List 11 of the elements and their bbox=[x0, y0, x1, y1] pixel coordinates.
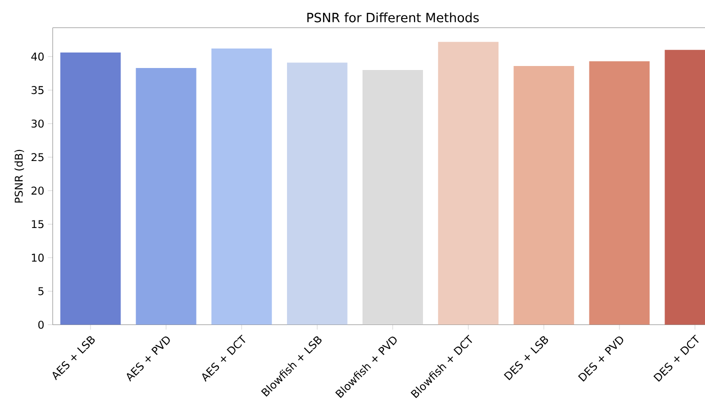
chart-title: PSNR for Different Methods bbox=[307, 12, 479, 22]
y-tick-label: 0 bbox=[38, 320, 44, 329]
y-tick-label: 35 bbox=[32, 86, 44, 94]
y-tick-label: 10 bbox=[32, 254, 44, 262]
y-tick-label: 20 bbox=[32, 186, 44, 195]
y-tick-label: 40 bbox=[31, 52, 44, 61]
y-axis-title: PSNR (dB) bbox=[14, 150, 24, 203]
y-tick-label: 5 bbox=[38, 287, 44, 296]
y-tick-label: 15 bbox=[32, 220, 44, 228]
y-tick-label: 30 bbox=[32, 120, 44, 128]
y-tick-label: 25 bbox=[32, 153, 44, 162]
